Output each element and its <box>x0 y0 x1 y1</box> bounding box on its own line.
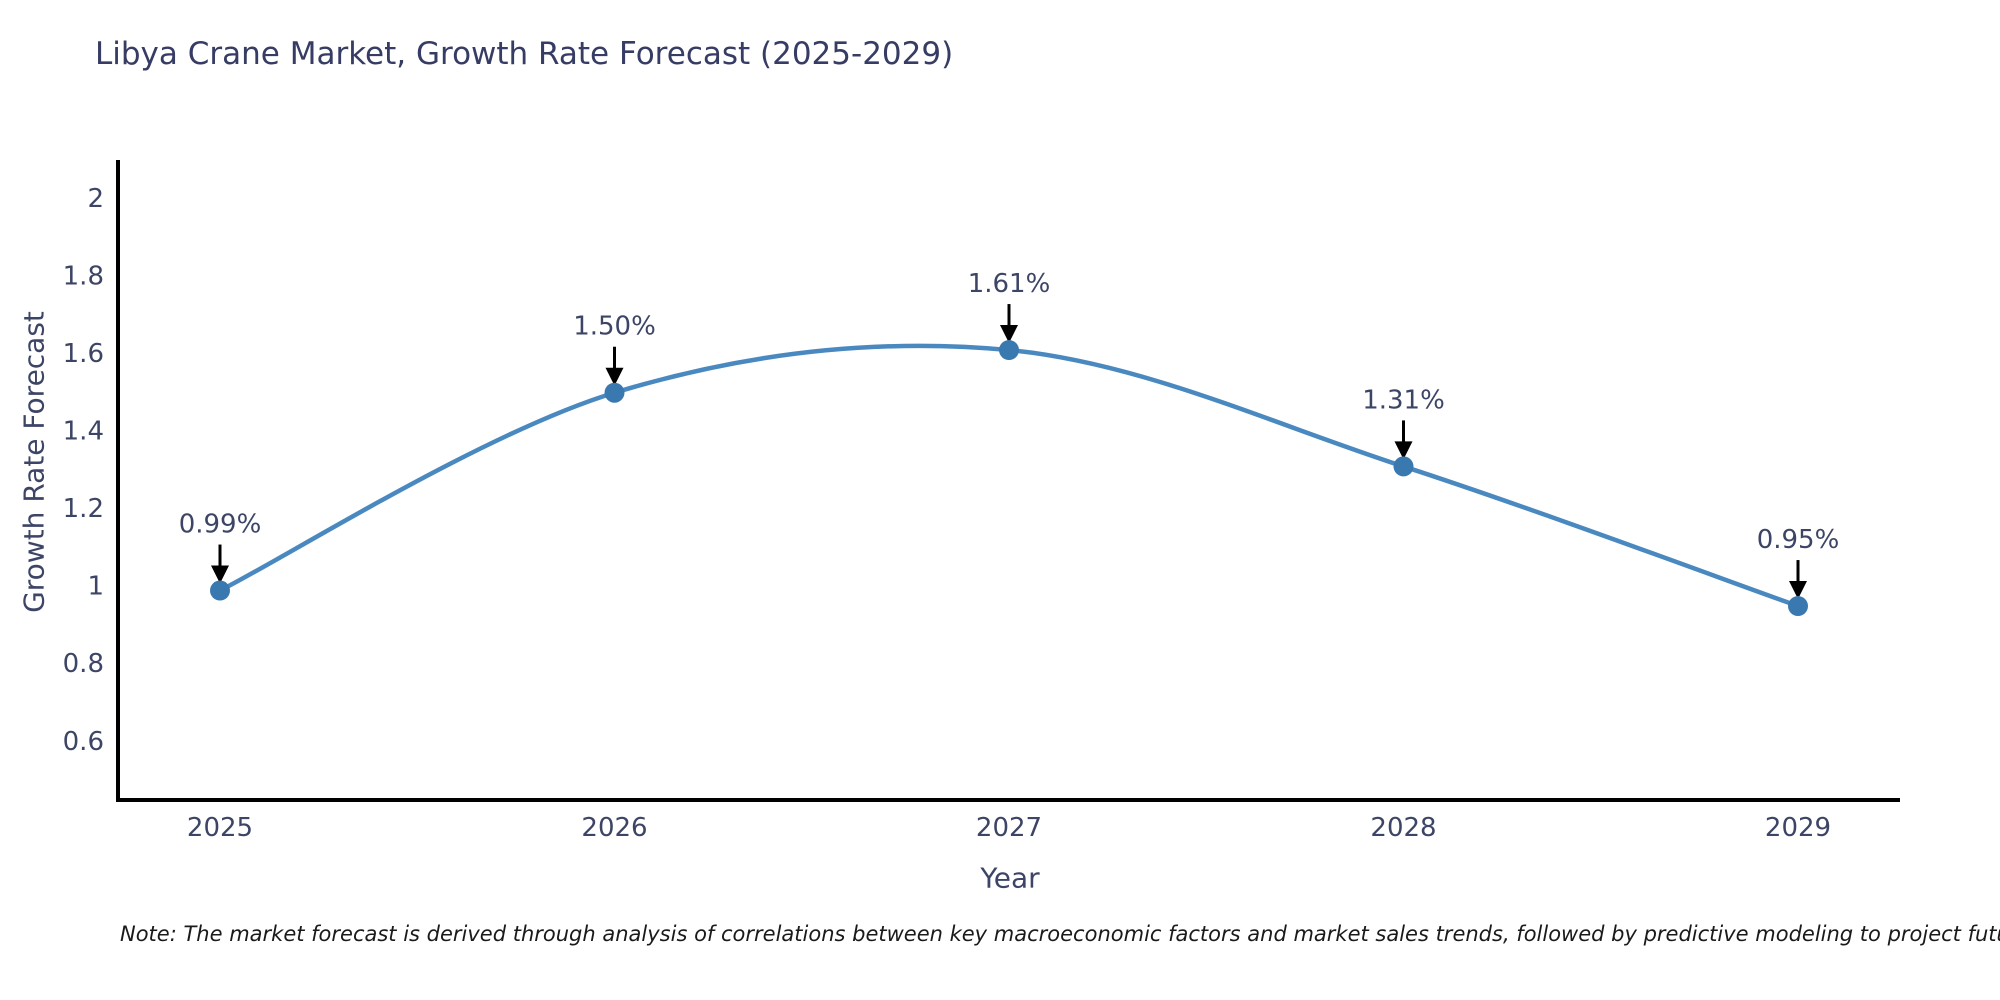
y-tick-label: 2 <box>87 184 104 214</box>
annotation-arrowhead <box>1000 325 1018 344</box>
data-point <box>1393 456 1414 477</box>
annotation-arrowhead <box>605 367 624 386</box>
y-tick-label: 1.8 <box>63 261 104 291</box>
annotation-arrowhead <box>1394 441 1413 460</box>
chart-title: Libya Crane Market, Growth Rate Forecast… <box>95 36 954 72</box>
annotation-arrowhead <box>211 565 229 584</box>
y-tick-label: 1.4 <box>63 417 104 447</box>
point-label: 1.50% <box>573 312 656 342</box>
y-tick-label: 1.6 <box>63 339 104 369</box>
data-point <box>999 340 1019 361</box>
annotation-arrowhead <box>1789 581 1807 600</box>
y-tick-label: 0.6 <box>63 727 104 757</box>
x-tick-label: 2026 <box>581 813 647 843</box>
trend-line <box>217 343 1801 609</box>
x-axis-title: Year <box>980 861 1040 895</box>
x-tick-label: 2028 <box>1370 813 1436 843</box>
y-tick-label: 0.8 <box>63 649 104 679</box>
data-point <box>1788 596 1808 617</box>
footnote: Note: The market forecast is derived thr… <box>120 922 2000 946</box>
point-label: 0.95% <box>1757 525 1840 555</box>
y-tick-label: 1.2 <box>63 494 104 524</box>
x-tick-label: 2027 <box>976 813 1042 843</box>
point-label: 1.31% <box>1362 385 1445 415</box>
point-label: 0.99% <box>179 510 262 540</box>
x-tick-label: 2025 <box>187 813 253 843</box>
y-tick-label: 1 <box>87 572 104 602</box>
x-tick-label: 2029 <box>1765 813 1831 843</box>
point-label: 1.61% <box>968 269 1051 299</box>
data-point <box>210 580 230 601</box>
data-point <box>604 382 625 403</box>
